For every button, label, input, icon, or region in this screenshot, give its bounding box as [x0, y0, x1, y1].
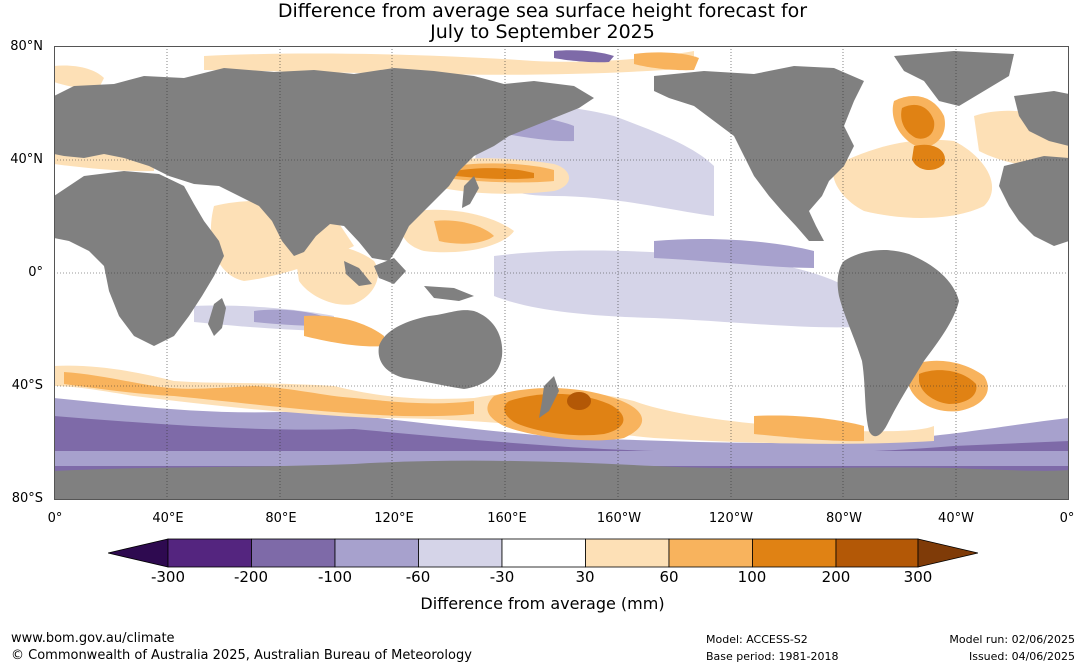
footer-model: Model: ACCESS-S2 [706, 633, 808, 646]
lon-label-40e: 40°E [152, 511, 184, 526]
legend-tick-label: -60 [405, 568, 431, 586]
legend-swatch-60-100 [668, 538, 753, 568]
lon-label-80e: 80°E [265, 511, 297, 526]
color-legend [108, 538, 978, 568]
legend-tick-label: -300 [150, 568, 186, 586]
map-frame [54, 46, 1069, 500]
lat-label-40n: 40°N [10, 152, 43, 167]
landmass-greenland [894, 51, 1014, 106]
legend-swatch-200-100 [251, 538, 336, 568]
lat-label-equator: 0° [28, 265, 43, 280]
lon-label-120e: 120°E [374, 511, 414, 526]
legend-tick-label: 60 [659, 568, 679, 586]
legend-tick-label: 30 [575, 568, 595, 586]
landmass-eurasia [54, 68, 594, 261]
landmass-borneo-sumatra [344, 258, 406, 286]
landmass-uk [1042, 104, 1058, 126]
legend-tick-label: 200 [821, 568, 851, 586]
footer-issued: Issued: 04/06/2025 [968, 650, 1075, 663]
map-title-line-2: July to September 2025 [430, 21, 655, 43]
lat-label-80s: 80°S [11, 491, 43, 506]
lat-label-80n: 80°N [10, 39, 43, 54]
landmass-north-africa-west [999, 156, 1069, 246]
land-masses [54, 51, 1069, 500]
legend-swatch-100-200 [752, 538, 837, 568]
landmass-antarctica [54, 460, 1069, 500]
lon-label-40w: 40°W [938, 511, 974, 526]
lon-label-160e: 160°E [487, 511, 527, 526]
landmass-africa [54, 171, 224, 346]
legend-swatch-200-300 [835, 538, 919, 568]
footer-base-period: Base period: 1981-2018 [706, 650, 839, 663]
landmass-south-america [837, 250, 959, 437]
graticule [54, 46, 1069, 500]
legend-swatch-300-200 [167, 538, 252, 568]
lon-label-160w: 160°W [596, 511, 642, 526]
legend-tick-label: 300 [903, 568, 933, 586]
landmass-europe-west [1014, 91, 1069, 146]
legend-swatch-60-30 [418, 538, 503, 568]
anomaly-fields [54, 50, 1069, 476]
landmass-north-america [654, 66, 864, 241]
legend-tick-label: -100 [317, 568, 353, 586]
landmass-new-zealand [539, 376, 559, 418]
lon-label-80w: 80°W [826, 511, 862, 526]
sea-surface-height-map [54, 46, 1069, 500]
landmass-australia [378, 310, 503, 389]
lat-label-40s: 40°S [11, 378, 43, 393]
landmass-new-guinea [424, 286, 474, 301]
landmass-japan [462, 176, 479, 208]
footer-copyright: © Commonwealth of Australia 2025, Austra… [11, 648, 472, 663]
legend-tick-label: -200 [233, 568, 269, 586]
legend-swatch-30-60 [585, 538, 670, 568]
lon-label-120w: 120°W [708, 511, 754, 526]
legend-title: Difference from average (mm) [420, 594, 665, 613]
lon-label-0-left: 0° [47, 511, 63, 526]
legend-swatch-below-300 [108, 538, 169, 568]
legend-swatch-above-300 [917, 538, 978, 568]
map-title-line-1: Difference from average sea surface heig… [277, 0, 808, 22]
footer-model-run: Model run: 02/06/2025 [949, 633, 1075, 646]
legend-swatch-neutral [501, 538, 586, 568]
legend-swatch-100-60 [334, 538, 419, 568]
lon-label-0-right: 0° [1059, 511, 1075, 526]
legend-tick-label: 100 [737, 568, 767, 586]
footer-url: www.bom.gov.au/climate [11, 631, 175, 646]
map-canvas [54, 46, 1069, 500]
landmass-madagascar [208, 298, 226, 336]
legend-tick-label: -30 [489, 568, 515, 586]
